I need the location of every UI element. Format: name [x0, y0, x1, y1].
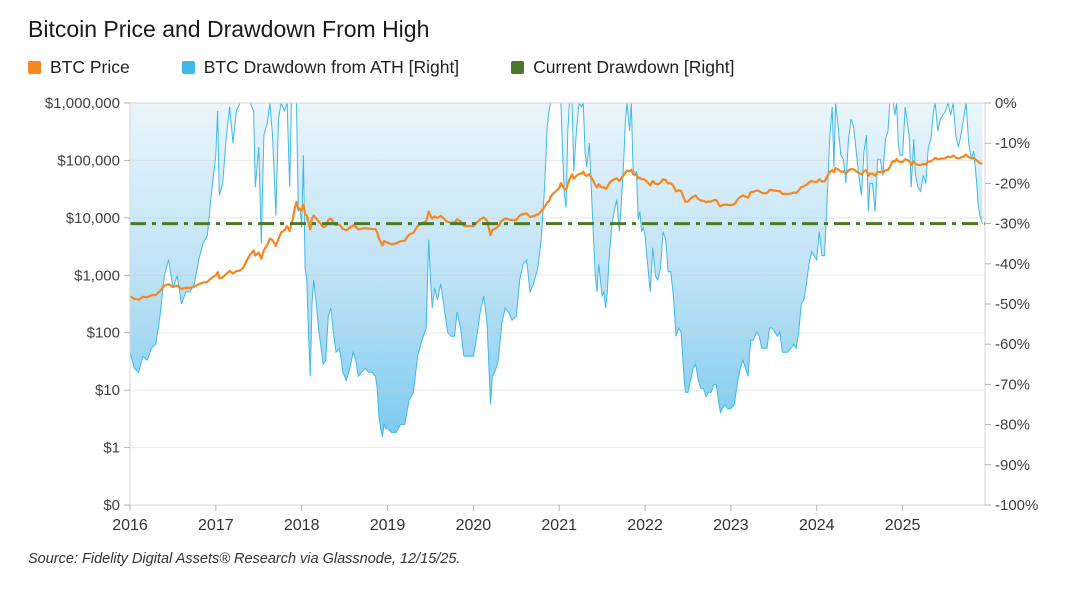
- legend-label-btc-price: BTC Price: [50, 57, 130, 77]
- left-axis-label: $100,000: [57, 152, 120, 169]
- x-axis-label: 2019: [370, 517, 406, 534]
- drawdown-swatch-icon: [181, 61, 195, 74]
- right-axis-label: -70%: [995, 376, 1030, 393]
- drawdown-area: [130, 103, 983, 437]
- left-axis-label: $10,000: [66, 210, 120, 227]
- legend-label-drawdown: BTC Drawdown from ATH [Right]: [203, 57, 460, 77]
- left-axis-label: $10: [95, 382, 120, 399]
- btc-price-line: [130, 153, 983, 301]
- right-axis-label: -30%: [995, 216, 1030, 233]
- right-axis-label: -10%: [995, 135, 1030, 152]
- page-title: Bitcoin Price and Drawdown From High: [28, 16, 430, 42]
- legend: BTC Price BTC Drawdown from ATH [Right] …: [28, 57, 787, 78]
- legend-item-drawdown: BTC Drawdown from ATH [Right]: [181, 57, 460, 78]
- x-axis-label: 2020: [456, 517, 492, 534]
- left-axis-label: $0: [103, 497, 120, 514]
- btc-price-swatch-icon: [28, 61, 41, 74]
- legend-item-btc-price: BTC Price: [28, 57, 130, 78]
- right-axis-label: -50%: [995, 296, 1030, 313]
- right-axis-label: -40%: [995, 256, 1030, 273]
- x-axis-label: 2018: [284, 517, 320, 534]
- left-axis-label: $1,000: [74, 267, 120, 284]
- right-axis-label: -20%: [995, 175, 1030, 192]
- legend-label-current-drawdown: Current Drawdown [Right]: [533, 57, 735, 77]
- current-drawdown-swatch-icon: [511, 61, 525, 74]
- right-axis-label: 0%: [995, 95, 1017, 112]
- right-axis-label: -100%: [995, 497, 1038, 514]
- drawdown-outline: [130, 103, 983, 437]
- x-axis-label: 2016: [112, 517, 148, 534]
- left-axis-label: $1,000,000: [45, 95, 120, 112]
- right-axis-label: -60%: [995, 336, 1030, 353]
- left-axis-label: $1: [103, 440, 120, 457]
- x-axis-label: 2017: [198, 517, 234, 534]
- plot-border: [129, 102, 986, 506]
- left-axis-label: $100: [87, 325, 120, 342]
- source-citation: Source: Fidelity Digital Assets® Researc…: [28, 551, 461, 567]
- x-axis-label: 2022: [627, 517, 663, 534]
- x-axis-label: 2024: [799, 517, 835, 534]
- right-axis-label: -90%: [995, 457, 1030, 474]
- x-axis-label: 2021: [541, 517, 577, 534]
- right-axis-label: -80%: [995, 417, 1030, 434]
- legend-item-current-drawdown: Current Drawdown [Right]: [511, 57, 735, 78]
- x-axis-label: 2023: [713, 517, 749, 534]
- x-axis-label: 2025: [885, 517, 921, 534]
